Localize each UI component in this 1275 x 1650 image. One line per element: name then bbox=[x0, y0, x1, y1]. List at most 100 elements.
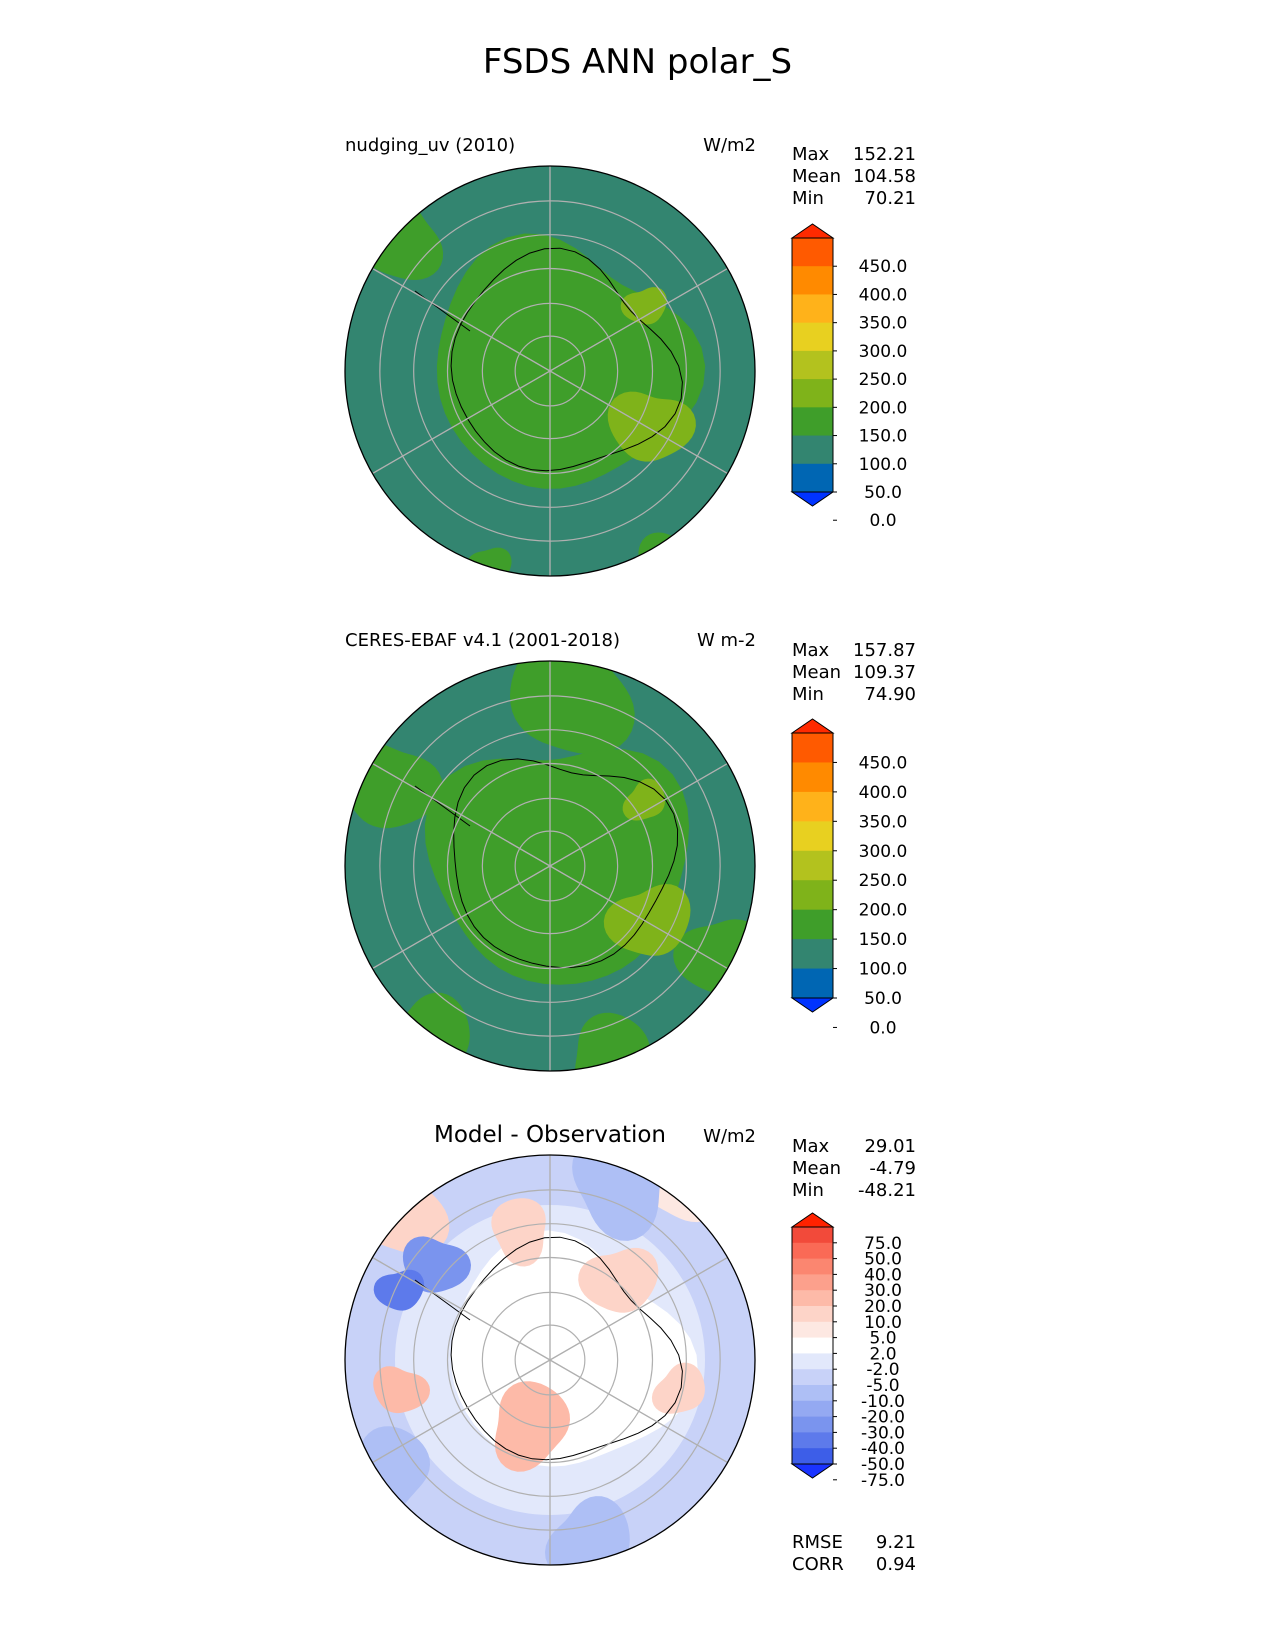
colorbar-frame bbox=[791, 1226, 834, 1465]
map-boundary bbox=[344, 1154, 756, 1566]
colorbar-band bbox=[792, 1400, 833, 1418]
colorbar-band bbox=[792, 350, 833, 380]
colorbar-band bbox=[792, 435, 833, 465]
colorbar-tick-label: 50.0 bbox=[864, 1250, 902, 1270]
panel1-stats: Max 152.21 Mean 104.58 Min 70.21 bbox=[792, 144, 916, 210]
colorbar-extend-min bbox=[790, 997, 835, 1013]
colorbar-tick-label: 300.0 bbox=[859, 342, 908, 362]
colorbar-extend-max bbox=[790, 223, 835, 239]
stat-label: Min bbox=[792, 684, 824, 705]
colorbar-tick-label: 30.0 bbox=[864, 1281, 902, 1301]
colorbar-band bbox=[792, 880, 833, 911]
colorbar-tick-label: 300.0 bbox=[859, 842, 908, 862]
colorbar-absolute-1: 450.0 400.0 350.0 300.0 250.0 200.0 150.0 100.0… bbox=[790, 223, 908, 531]
colorbar-tick-label: 250.0 bbox=[859, 871, 908, 891]
colorbar-band bbox=[792, 266, 833, 295]
meridian-line bbox=[372, 267, 728, 475]
polar-map-2 bbox=[344, 660, 756, 1072]
colorbar-tick-label: 75.0 bbox=[864, 1234, 902, 1254]
meridian-line bbox=[372, 762, 728, 970]
stat-label: Max bbox=[792, 640, 830, 661]
colorbar-band bbox=[792, 791, 833, 822]
high-flux-region bbox=[603, 884, 691, 956]
positive-anomaly bbox=[651, 1362, 705, 1414]
positive-anomaly bbox=[373, 1366, 430, 1414]
colorbar-band bbox=[792, 1432, 833, 1449]
stat-value: 29.01 bbox=[864, 1136, 916, 1157]
map-fill bbox=[345, 661, 755, 1071]
colorbar-tick-label: 200.0 bbox=[859, 398, 908, 418]
colorbar-band bbox=[792, 1448, 833, 1465]
stat-value: 152.21 bbox=[853, 144, 916, 165]
colorbar-tick-label: 400.0 bbox=[859, 285, 908, 305]
map-boundary bbox=[344, 660, 756, 1072]
colorbar-tick-label: 350.0 bbox=[859, 314, 908, 334]
colorbar-tick-label: -2.0 bbox=[866, 1360, 899, 1380]
colorbar-band bbox=[792, 322, 833, 352]
colorbar-band bbox=[792, 939, 833, 970]
stat-value: 70.21 bbox=[864, 188, 916, 209]
map-boundary bbox=[344, 165, 756, 577]
colorbar-tick-label: -10.0 bbox=[861, 1392, 905, 1412]
panel2-left-title: CERES-EBAF v4.1 (2001-2018) bbox=[345, 630, 621, 651]
metric-label: CORR bbox=[792, 1554, 844, 1575]
graticule bbox=[344, 165, 756, 577]
colorbar-extend-min bbox=[790, 491, 835, 507]
panel2-units: W m-2 bbox=[696, 630, 756, 651]
colorbar-band bbox=[792, 1290, 833, 1307]
stat-label: Mean bbox=[792, 662, 842, 683]
colorbar-band bbox=[792, 1258, 833, 1275]
figure-title: FSDS ANN polar_S bbox=[482, 42, 793, 82]
metric-label: RMSE bbox=[792, 1532, 843, 1553]
colorbar-tick-label: 200.0 bbox=[859, 901, 908, 921]
colorbar-band bbox=[792, 909, 833, 940]
panel3-title: Model - Observation bbox=[433, 1122, 667, 1148]
colorbar-tick-label: 20.0 bbox=[864, 1297, 902, 1317]
colorbar-band bbox=[792, 1416, 833, 1433]
colorbar-band bbox=[792, 821, 833, 852]
polar-map-3 bbox=[344, 1154, 756, 1566]
colorbar-frame bbox=[791, 237, 834, 493]
colorbar-tick-label: -50.0 bbox=[861, 1455, 905, 1475]
panel3-metrics: RMSE 9.21 CORR 0.94 bbox=[792, 1532, 916, 1576]
polar-map-1 bbox=[344, 165, 756, 577]
stat-label: Min bbox=[792, 188, 824, 209]
graticule bbox=[344, 660, 756, 1072]
green-patch bbox=[574, 1012, 651, 1071]
colorbar-band bbox=[792, 1242, 833, 1260]
graticule bbox=[344, 1154, 756, 1566]
colorbar-tick-label: 100.0 bbox=[859, 455, 908, 475]
colorbar-band bbox=[792, 1321, 833, 1339]
panel3-units: W/m2 bbox=[703, 1126, 756, 1147]
colorbar-frame bbox=[791, 732, 834, 999]
stat-label: Mean bbox=[792, 166, 842, 187]
colorbar-band bbox=[792, 850, 833, 881]
colorbar-extend-max bbox=[790, 1212, 835, 1228]
colorbar-band bbox=[792, 1353, 833, 1370]
colorbar-band bbox=[792, 379, 833, 408]
colorbar-tick-label: 350.0 bbox=[859, 812, 908, 832]
stat-value: 104.58 bbox=[853, 166, 916, 187]
stat-label: Min bbox=[792, 1180, 824, 1201]
colorbar-band bbox=[792, 733, 833, 763]
colorbar-band bbox=[792, 294, 833, 324]
stat-value: -48.21 bbox=[857, 1180, 916, 1201]
positive-anomaly bbox=[578, 1247, 659, 1313]
panel3-stats: Max 29.01 Mean -4.79 Min -48.21 bbox=[792, 1136, 916, 1202]
stat-label: Max bbox=[792, 144, 830, 165]
stat-value: -4.79 bbox=[869, 1158, 916, 1179]
colorbar-tick-label: -30.0 bbox=[861, 1423, 905, 1443]
colorbar-difference: 75.050.040.030.020.010.05.02.0-2.0-5.0-1… bbox=[790, 1212, 905, 1491]
colorbar-tick-label: -5.0 bbox=[866, 1376, 899, 1396]
colorbar-tick-label: 50.0 bbox=[864, 483, 902, 503]
colorbar-extend-min bbox=[790, 1463, 835, 1479]
colorbar-band bbox=[792, 1337, 833, 1354]
high-flux-region bbox=[620, 287, 667, 325]
positive-anomaly bbox=[494, 1381, 570, 1472]
colorbar-band bbox=[792, 1369, 833, 1386]
colorbar-band bbox=[792, 463, 833, 493]
colorbar-tick-label: 0.0 bbox=[869, 1018, 896, 1038]
panel1-units: W/m2 bbox=[703, 135, 756, 156]
colorbar-band bbox=[792, 1306, 833, 1323]
